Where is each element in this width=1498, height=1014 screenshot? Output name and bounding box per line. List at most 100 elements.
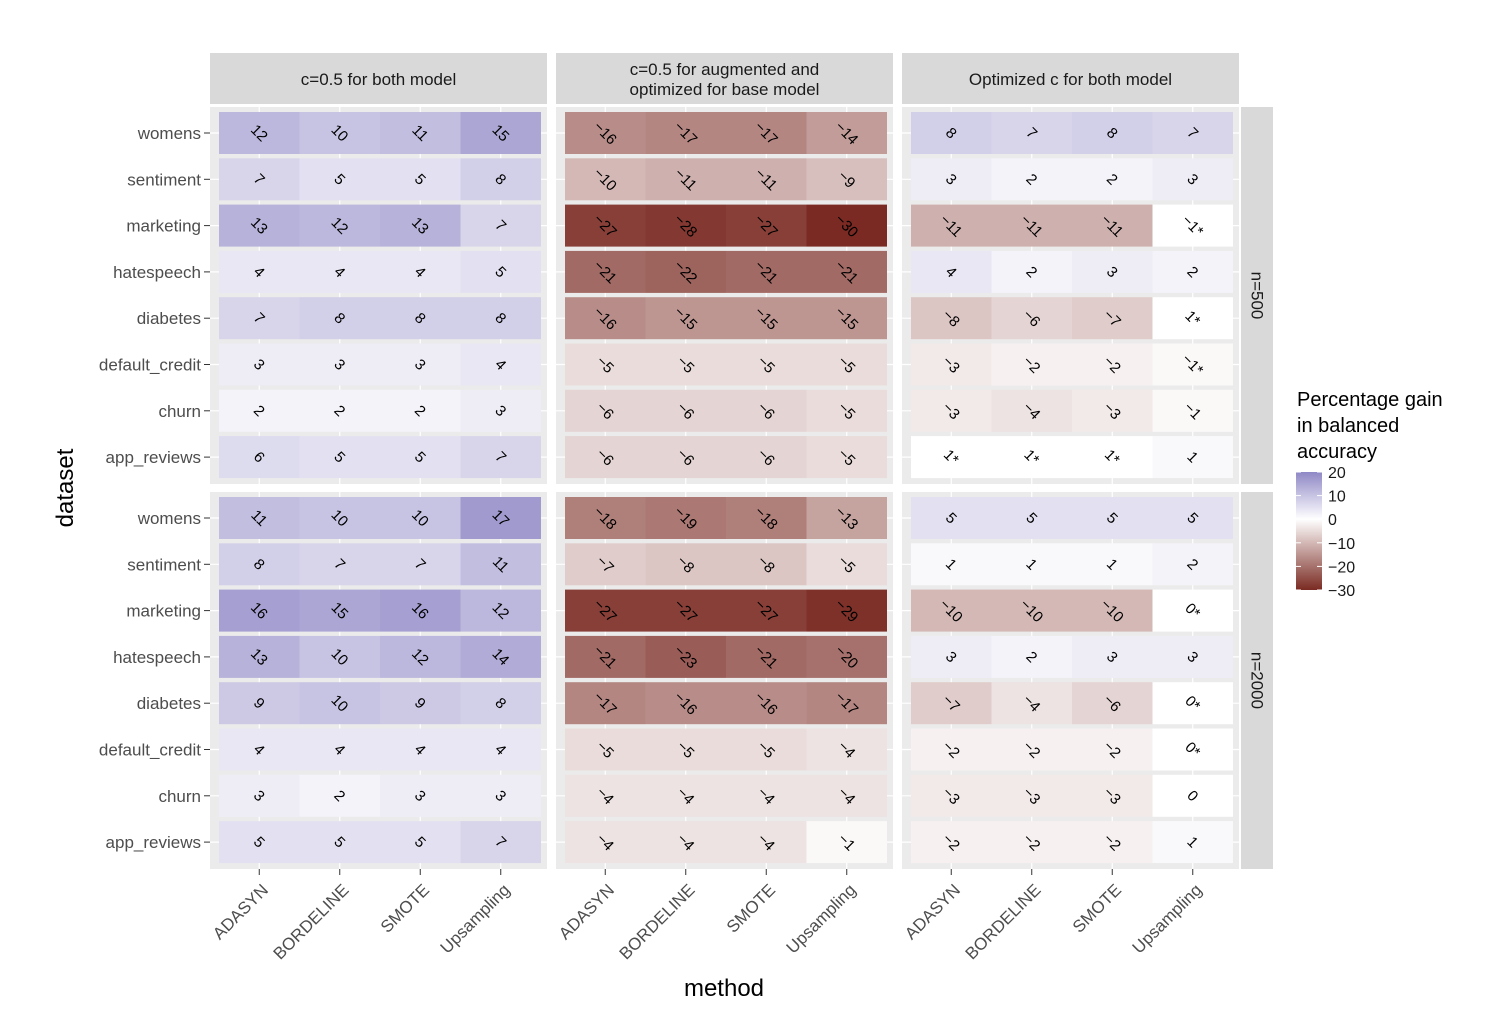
legend-tick-label: −10	[1328, 536, 1355, 553]
y-tick-label: sentiment	[127, 170, 201, 189]
heatmap-cell	[565, 682, 646, 725]
heatmap-cell	[726, 821, 807, 864]
heatmap-cell	[1152, 635, 1233, 678]
heatmap-cell	[1072, 436, 1153, 479]
legend: Percentage gain in balanced accuracy 20 10…	[1296, 389, 1443, 600]
heatmap-cell	[1152, 589, 1233, 632]
heatmap-cell	[991, 343, 1072, 386]
row-strip-1: n=2000	[1241, 492, 1273, 869]
heatmap-cell	[380, 497, 461, 539]
heatmap-cell	[645, 204, 726, 247]
heatmap-cell	[460, 204, 541, 247]
heatmap-cell	[1072, 204, 1153, 247]
strip-label: Optimized c for both model	[969, 70, 1172, 89]
heatmap-cell	[219, 589, 300, 632]
heatmap-cell	[726, 682, 807, 725]
heatmap-cell	[991, 589, 1072, 632]
y-tick-label: sentiment	[127, 555, 201, 574]
heatmap-cell	[299, 297, 380, 340]
heatmap-cell	[380, 589, 461, 632]
heatmap-cell	[380, 436, 461, 479]
heatmap-cell	[565, 250, 646, 293]
heatmap-cell	[380, 343, 461, 386]
heatmap-cell	[380, 204, 461, 247]
heatmap-cell	[991, 389, 1072, 432]
heatmap-cell	[806, 635, 887, 678]
heatmap-cell	[299, 497, 380, 539]
heatmap-cell	[380, 250, 461, 293]
heatmap-cell	[219, 682, 300, 725]
heatmap-cell	[460, 635, 541, 678]
heatmap-cell	[460, 112, 541, 154]
x-tick-label: ADASYN	[901, 880, 964, 943]
heatmap-cell	[380, 112, 461, 154]
heatmap-cell	[991, 297, 1072, 340]
facet-panels: 12 10 11 157 5 5 813 12 13 74 4 4 57 8 8 83 3 3 42 2 2 36 5 5 7−…	[210, 107, 1239, 869]
strip-label: c=0.5 for both model	[301, 70, 456, 89]
heatmap-cell	[911, 297, 992, 340]
heatmap-cell	[645, 436, 726, 479]
x-tick-label: Upsampling	[783, 880, 860, 957]
heatmap-cell	[565, 821, 646, 864]
heatmap-cell	[460, 543, 541, 586]
heatmap-cell	[1072, 682, 1153, 725]
heatmap-cell	[726, 250, 807, 293]
heatmap-cell	[911, 112, 992, 154]
y-tick-label: womens	[137, 509, 201, 528]
heatmap-cell	[645, 497, 726, 539]
legend-tick-label: 10	[1328, 489, 1346, 506]
heatmap-cell	[299, 389, 380, 432]
strip-label: optimized for base model	[630, 80, 820, 99]
heatmap-cell	[1152, 436, 1233, 479]
heatmap-cell	[806, 497, 887, 539]
strip-background	[1241, 107, 1273, 484]
heatmap-cell	[726, 497, 807, 539]
heatmap-cell	[219, 497, 300, 539]
heatmap-cell	[991, 497, 1072, 539]
heatmap-cell	[806, 204, 887, 247]
heatmap-cell	[806, 436, 887, 479]
heatmap-cell	[1072, 728, 1153, 771]
heatmap-cell	[1072, 112, 1153, 154]
heatmap-cell	[299, 250, 380, 293]
y-axis: womens sentiment marketing hatespeech diabet…	[99, 124, 210, 852]
y-tick-label: default_credit	[99, 356, 201, 375]
panel-0-1: −16 −17 −17 −14−10 −11 −11 −9−27 −28 −27 −30−21 −2…	[556, 107, 893, 484]
heatmap-cell	[460, 250, 541, 293]
heatmap-cell	[460, 158, 541, 201]
heatmap-cell	[380, 682, 461, 725]
heatmap-cell	[806, 297, 887, 340]
legend-colorbar	[1296, 472, 1322, 590]
heatmap-cell	[380, 297, 461, 340]
heatmap-cell	[726, 158, 807, 201]
heatmap-cell	[1152, 343, 1233, 386]
heatmap-cell	[460, 436, 541, 479]
legend-tick-label: −30	[1328, 583, 1355, 600]
heatmap-cell	[911, 497, 992, 539]
heatmap-cell	[219, 112, 300, 154]
y-tick-label: hatespeech	[113, 648, 201, 667]
legend-tick-label: −20	[1328, 559, 1355, 576]
panel-1-1: −18 −19 −18 −13−7 −8 −8 −5−27 −27 −27 −29−21 −23 −2…	[556, 492, 893, 869]
heatmap-cell	[299, 436, 380, 479]
heatmap-cell	[806, 682, 887, 725]
heatmap-cell	[645, 728, 726, 771]
heatmap-cell	[460, 497, 541, 539]
heatmap-cell	[991, 436, 1072, 479]
heatmap-cell	[991, 158, 1072, 201]
heatmap-cell	[299, 774, 380, 817]
heatmap-cell	[219, 436, 300, 479]
heatmap-cell	[1152, 297, 1233, 340]
heatmap-cell	[460, 821, 541, 864]
heatmap-cell	[991, 821, 1072, 864]
panel-1-2: 5 5 5 51 1 1 2−10 −10 −10 0*3 2 3 3−7 −4 −6 0*−2 −2 −2 0*−…	[902, 492, 1239, 869]
heatmap-cell	[806, 158, 887, 201]
heatmap-cell	[806, 343, 887, 386]
heatmap-cell	[1072, 250, 1153, 293]
y-tick-label: app_reviews	[106, 448, 201, 467]
heatmap-cell	[911, 821, 992, 864]
legend-tick-label: 0	[1328, 512, 1337, 529]
heatmap-cell	[565, 389, 646, 432]
heatmap-cell	[991, 112, 1072, 154]
heatmap-cell	[911, 204, 992, 247]
